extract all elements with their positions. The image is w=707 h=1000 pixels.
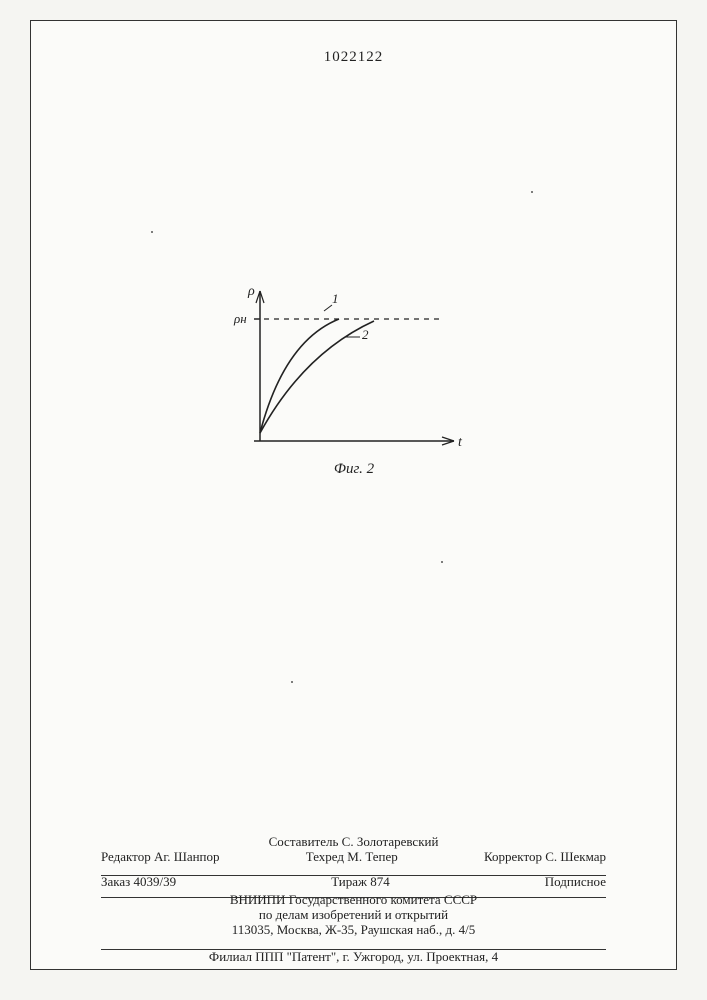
figure-container: ρ ρн t 1 2 Фиг. 2 (31, 281, 676, 481)
order-number: Заказ 4039/39 (101, 874, 176, 890)
order-row: Заказ 4039/39 Тираж 874 Подписное (101, 874, 606, 890)
noise-dot (531, 191, 533, 193)
asymptote-label: ρн (233, 311, 247, 326)
page-frame: 1022122 ρ ρн t 1 2 Фиг. 2 (30, 20, 677, 970)
compiler-credit: Составитель С. Золотаревский (101, 834, 606, 850)
org-line-2: по делам изобретений и открытий (101, 907, 606, 923)
curve-2 (260, 321, 374, 433)
techred-credit: Техред М. Тепер (306, 849, 398, 865)
curve-1-label: 1 (332, 291, 339, 306)
corrector-credit: Корректор С. Шекмар (484, 849, 606, 865)
branch-line: Филиал ППП "Патент", г. Ужгород, ул. Про… (101, 949, 606, 965)
credits-row: Редактор Аг. Шанпор Техред М. Тепер Корр… (101, 849, 606, 865)
document-number: 1022122 (31, 49, 676, 66)
curve-1-leader (324, 305, 332, 311)
chart-figure: ρ ρн t 1 2 Фиг. 2 (224, 281, 484, 481)
noise-dot (151, 231, 153, 233)
org-line-1: ВНИИПИ Государственного комитета СССР (101, 892, 606, 908)
curve-2-label: 2 (362, 327, 369, 342)
org-line-3: 113035, Москва, Ж-35, Раушская наб., д. … (101, 922, 606, 938)
subscription: Подписное (545, 874, 606, 890)
editor-credit: Редактор Аг. Шанпор (101, 849, 220, 865)
figure-caption: Фиг. 2 (333, 461, 374, 477)
circulation: Тираж 874 (331, 874, 390, 890)
noise-dot (291, 681, 293, 683)
noise-dot (441, 561, 443, 563)
y-axis-label: ρ (247, 284, 255, 299)
x-axis-label: t (458, 435, 463, 450)
